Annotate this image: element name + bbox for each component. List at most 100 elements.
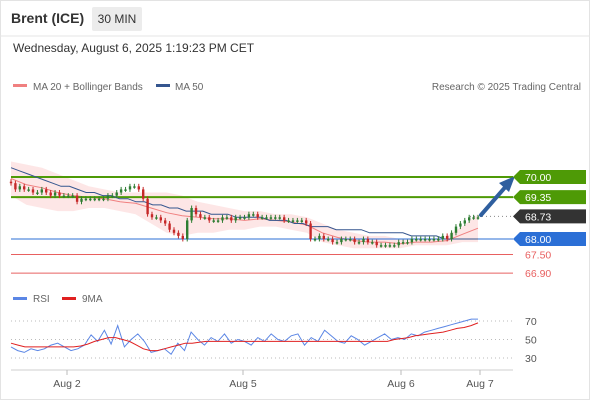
symbol-title: Brent (ICE) — [11, 10, 85, 26]
candle-body — [371, 242, 374, 244]
candle-body — [401, 242, 405, 244]
candle-body — [80, 198, 83, 202]
candle-body — [194, 208, 198, 215]
candle-body — [106, 195, 110, 199]
candle-body — [150, 214, 154, 218]
candle-body — [14, 183, 17, 190]
candle-body — [335, 242, 339, 244]
candle-body — [463, 220, 466, 224]
candle-body — [238, 217, 242, 219]
candle-body — [97, 198, 101, 201]
candle-body — [225, 217, 229, 219]
price-label-text: 69.35 — [525, 192, 551, 204]
candle-body — [124, 189, 127, 191]
price-label-text: 67.50 — [525, 250, 551, 262]
candle-body — [287, 220, 290, 222]
bollinger-band — [10, 161, 479, 249]
candle-body — [265, 217, 268, 219]
candle-body — [230, 217, 233, 221]
candle-body — [168, 223, 171, 230]
candle-body — [397, 242, 400, 246]
candle-body — [45, 189, 48, 193]
candle-body — [58, 192, 61, 196]
candle-body — [309, 223, 312, 239]
rsi-series — [10, 318, 479, 356]
rsi-level-label-30: 30 — [525, 353, 537, 365]
candle-body — [155, 217, 158, 219]
candle-body — [423, 239, 427, 241]
candle-body — [93, 198, 96, 201]
candle-body — [410, 239, 414, 243]
timeframe-button[interactable]: 30 MIN — [92, 7, 142, 31]
candle-body — [172, 229, 176, 233]
candle-body — [366, 239, 370, 243]
rsi-legend-label: RSI — [33, 294, 50, 305]
candle-body — [159, 217, 162, 221]
candle-body — [36, 192, 39, 194]
price-label-tag — [513, 170, 586, 184]
rsi-line — [10, 318, 478, 356]
bollinger-legend-label: MA 20 + Bollinger Bands — [33, 82, 143, 93]
price-level-labels: 70.00 69.35 68.73 68.00 67.50 66.90 — [513, 170, 586, 280]
x-tick-label: Aug 2 — [53, 378, 81, 390]
candle-body — [133, 186, 136, 188]
x-tick-label: Aug 7 — [466, 378, 494, 390]
price-label-70.00: 70.00 — [513, 170, 586, 184]
candle-body — [212, 220, 215, 222]
price-label-text: 68.73 — [525, 211, 551, 223]
candle-body — [274, 217, 277, 219]
candle-body — [296, 220, 299, 222]
candle-body — [190, 208, 193, 221]
rsi-ma-line — [10, 322, 479, 352]
ma50-legend-label: MA 50 — [175, 82, 204, 93]
candle-body — [23, 186, 26, 190]
candle-body — [234, 217, 237, 221]
price-label-tag — [513, 190, 586, 205]
timestamp: Wednesday, August 6, 2025 1:19:23 PM CET — [13, 41, 255, 55]
candle-body — [18, 186, 21, 190]
candle-body — [291, 220, 295, 222]
candle-body — [40, 189, 43, 193]
price-label-text: 70.00 — [525, 172, 551, 184]
price-label-text: 66.90 — [525, 268, 551, 280]
candle-body — [252, 214, 255, 216]
candle-body — [75, 195, 79, 202]
price-label-69.35: 69.35 — [513, 190, 586, 205]
candle-body — [247, 214, 251, 218]
candle-body — [305, 220, 308, 224]
candle-body — [353, 239, 356, 243]
candle-body — [89, 198, 92, 201]
candle-body — [164, 220, 167, 224]
candle-body — [102, 198, 105, 201]
candle-body — [459, 223, 462, 227]
candle-body — [269, 217, 273, 219]
candle-body — [300, 220, 303, 222]
candle-body — [362, 239, 365, 243]
price-label-text: 68.00 — [525, 234, 551, 246]
candle-body — [406, 242, 409, 244]
candle-body — [71, 195, 74, 198]
candle-body — [375, 242, 378, 246]
candle-body — [49, 192, 52, 196]
candle-body — [379, 245, 383, 247]
x-tick-label: Aug 5 — [229, 378, 257, 390]
candle-body — [119, 189, 123, 193]
candle-body — [84, 198, 88, 201]
candle-body — [177, 232, 180, 236]
candle-body — [437, 239, 440, 241]
candle-body — [313, 239, 317, 241]
price-label-68.73: 68.73 — [513, 209, 586, 224]
candle-body — [199, 214, 202, 218]
candle-body — [318, 235, 321, 239]
candle-body — [393, 245, 396, 247]
candle-body — [256, 214, 259, 218]
candle-body — [31, 189, 35, 193]
rsi-level-lines: 70 50 30 — [11, 316, 537, 365]
bollinger-band-fill — [11, 161, 478, 249]
candle-body — [278, 217, 281, 219]
x-tick-label: Aug 6 — [387, 378, 415, 390]
price-label-68.00: 68.00 — [513, 232, 586, 246]
candle-body — [216, 220, 220, 222]
chart-header: Brent (ICE) 30 MIN — [0, 0, 590, 36]
